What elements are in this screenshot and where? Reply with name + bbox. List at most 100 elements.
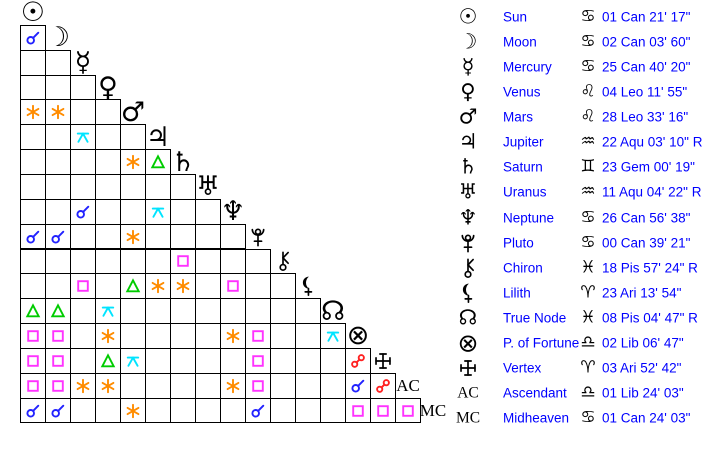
aspect-cell [95, 397, 121, 424]
aspect-cell [145, 149, 171, 175]
aspect-cell [45, 223, 71, 250]
square-icon [25, 378, 41, 394]
aspect-cell [220, 397, 246, 424]
planet-name: True Node [503, 310, 567, 326]
sextile-icon [100, 328, 116, 344]
aspect-cell [345, 372, 371, 399]
gemini-icon: ♊ [580, 156, 596, 177]
trine-icon [25, 303, 41, 319]
square-icon [50, 378, 66, 394]
planet-name: Ascendant [503, 385, 567, 401]
opposition-icon [375, 378, 391, 394]
aspect-cell [320, 323, 346, 349]
planet-name: Saturn [503, 159, 543, 175]
aspect-cell [220, 248, 246, 275]
sextile-icon [50, 104, 66, 120]
lilith-icon [295, 273, 321, 299]
planet-position: 26 Can 56' 38" [602, 210, 691, 226]
aspect-cell [45, 99, 71, 126]
libra-icon: ♎ [580, 332, 596, 353]
table-row: Pluto ♋ 00 Can 39' 21" [450, 230, 705, 255]
aries-icon: ♈ [580, 282, 596, 303]
aspect-cell [120, 397, 146, 424]
planet-position: 04 Leo 11' 55" [602, 84, 688, 100]
planet-name: Sun [503, 9, 528, 25]
aspect-cell [70, 397, 96, 424]
conjunction-icon [25, 403, 41, 419]
conjunction-icon [50, 229, 66, 245]
planet-name: Mars [503, 109, 533, 125]
aspect-cell [370, 372, 396, 399]
vertex-icon [450, 359, 486, 377]
aspect-cell [170, 223, 196, 250]
planet-position: 03 Ari 52' 42" [602, 360, 682, 376]
planet-name: Venus [503, 84, 541, 100]
neptune-icon: ♆ [220, 196, 246, 228]
quincunx-icon [125, 353, 141, 369]
square-icon [375, 403, 391, 419]
table-row: ⊗ P. of Fortune ♎ 02 Lib 06' 47" [450, 330, 705, 355]
sextile-icon [100, 378, 116, 394]
fortune-icon: ⊗ [346, 320, 370, 352]
true-node-icon: ☊ [458, 305, 478, 330]
uranus-icon: ♅ [458, 179, 478, 204]
conjunction-icon [25, 30, 41, 46]
fortune-icon: ⊗ [457, 328, 479, 358]
aspect-cell [120, 298, 146, 325]
square-icon [250, 378, 266, 394]
square-icon [25, 328, 41, 344]
cancer-icon: ♋ [580, 232, 596, 253]
pluto-icon [245, 224, 271, 250]
aspect-cell [220, 347, 246, 374]
planet-position: 01 Can 24' 03" [602, 410, 691, 426]
mars-icon: ♂ [120, 96, 146, 128]
square-icon [25, 353, 41, 369]
conjunction-icon [25, 229, 41, 245]
sextile-icon [125, 154, 141, 170]
aspect-cell [220, 223, 246, 250]
table-row: ☉ Sun ♋ 01 Can 21' 17" [450, 5, 705, 30]
planet-position: 25 Can 40' 20" [602, 59, 691, 75]
conjunction-icon [50, 403, 66, 419]
cancer-icon: ♋ [580, 407, 596, 428]
square-icon [175, 253, 191, 269]
table-row: ♀ Venus ♌ 04 Leo 11' 55" [450, 80, 705, 105]
aspect-cell [95, 198, 121, 225]
aspect-cell [145, 173, 171, 200]
moon-icon: ☽ [458, 29, 478, 54]
aquarius-icon: ♒ [580, 181, 596, 202]
planet-name: Mercury [503, 59, 552, 75]
planet-name: Lilith [503, 285, 531, 301]
aquarius-icon: ♒ [580, 131, 596, 152]
planet-position: 08 Pis 04' 47" R [602, 310, 698, 326]
neptune-icon: ♆ [458, 205, 478, 230]
planet-position: 22 Aqu 03' 10" R [602, 134, 703, 150]
planet-position: 18 Pis 57' 24" R [602, 260, 698, 276]
planet-name: Pluto [503, 235, 534, 251]
planet-name: Uranus [503, 184, 547, 200]
sun-icon: ☉ [20, 0, 46, 29]
pluto-icon [450, 233, 486, 253]
conjunction-icon [250, 403, 266, 419]
table-row: AC Ascendant ♎ 01 Lib 24' 03" [450, 381, 705, 406]
lilith-icon [450, 283, 486, 303]
table-row: ♅ Uranus ♒ 11 Aqu 04' 22" R [450, 180, 705, 205]
trine-icon [125, 278, 141, 294]
leo-icon: ♌ [580, 81, 596, 102]
planet-position: 01 Can 21' 17" [602, 9, 691, 25]
ascendant-icon: AC [396, 376, 420, 396]
aspect-cell [395, 397, 421, 424]
quincunx-icon [325, 328, 341, 344]
aspect-cell [20, 24, 46, 51]
sextile-icon [175, 278, 191, 294]
aspect-cell [70, 124, 96, 151]
planet-position: 00 Can 39' 21" [602, 235, 691, 251]
square-icon [250, 353, 266, 369]
planet-name: Jupiter [503, 134, 544, 150]
chiron-icon [270, 249, 296, 275]
trine-icon [100, 353, 116, 369]
planet-position: 02 Lib 06' 47" [602, 335, 684, 351]
